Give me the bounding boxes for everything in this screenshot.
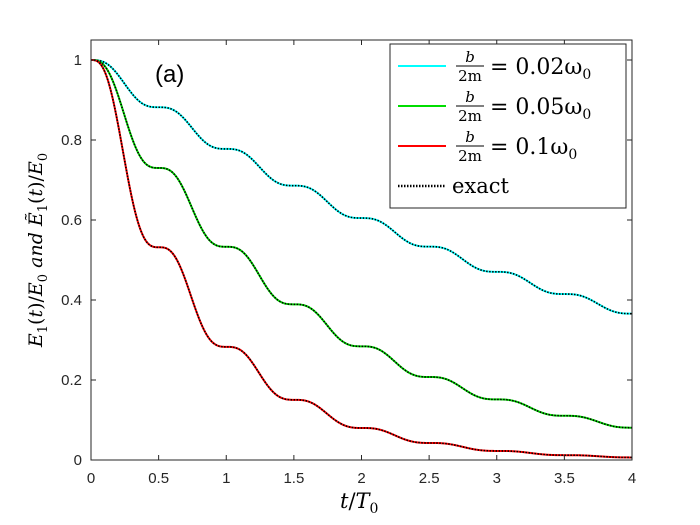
svg-text:t/T0: t/T0 — [340, 489, 378, 517]
legend-fraction-den: 2m — [458, 147, 482, 165]
panel-label: (a) — [155, 61, 184, 88]
x-tick-label: 1.5 — [283, 470, 304, 487]
legend-fraction-num: b — [465, 88, 475, 106]
exact-line — [91, 59, 632, 459]
ticks: 0 0.5 1 1.5 2 2.5 3 3.5 4 0 0.2 0.4 0.6 0.8 1 — [61, 40, 636, 487]
y-tick-label: 0.4 — [61, 292, 82, 309]
y-tick-label: 0.6 — [61, 212, 82, 229]
y-tick-label: 0.2 — [61, 372, 82, 389]
svg-text:E1(t)/E0 and Ẽ1(t)/E0: E1(t)/E0 and Ẽ1(t)/E0 — [25, 153, 51, 348]
x-tick-label: 3.5 — [554, 470, 575, 487]
x-axis-label: t/T0 — [340, 489, 378, 517]
y-tick-label: 1 — [74, 52, 82, 69]
exact-line — [91, 59, 632, 429]
x-tick-label: 4 — [628, 470, 636, 487]
legend-fraction-den: 2m — [458, 107, 482, 125]
legend-fraction-num: b — [465, 128, 475, 146]
legend-label: = 0.1ω0 — [490, 135, 577, 163]
x-tick-label: 3 — [493, 470, 501, 487]
y-axis-label: E1(t)/E0 and Ẽ1(t)/E0 — [25, 153, 51, 348]
x-tick-label: 2 — [357, 470, 365, 487]
legend-label: = 0.02ω0 — [490, 55, 591, 83]
y-tick-label: 0.8 — [61, 132, 82, 149]
plot-lines — [91, 59, 632, 459]
legend-box — [389, 43, 627, 209]
legend-fraction-num: b — [465, 48, 475, 66]
x-tick-label: 0 — [87, 470, 95, 487]
legend-fraction-den: 2m — [458, 67, 482, 85]
legend-label: exact — [452, 174, 510, 198]
x-tick-label: 1 — [222, 470, 230, 487]
x-tick-label: 2.5 — [419, 470, 440, 487]
exact-line — [91, 59, 632, 315]
x-tick-label: 0.5 — [148, 470, 169, 487]
y-tick-label: 0 — [74, 452, 82, 469]
legend-label: = 0.05ω0 — [490, 95, 591, 123]
